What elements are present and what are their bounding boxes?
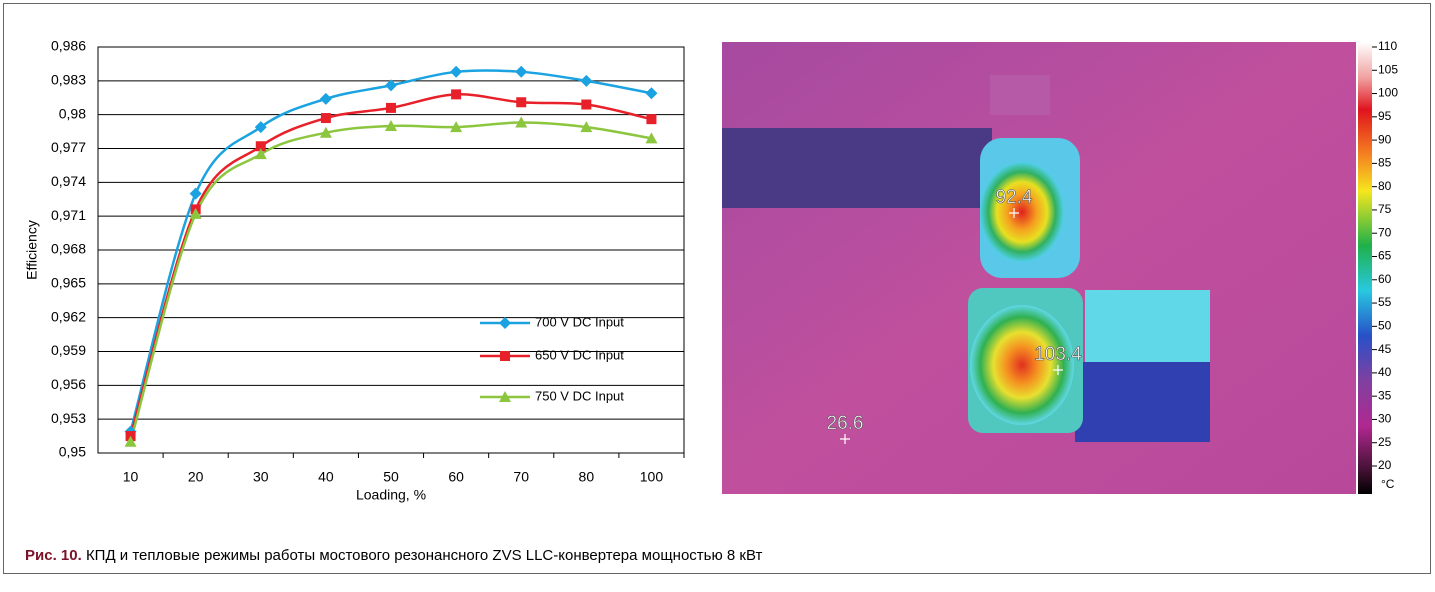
temperature-label: 26.6: [827, 413, 864, 434]
marker: [321, 113, 331, 123]
colorbar-tick-label: 75: [1378, 202, 1392, 216]
colorbar-tick-label: 110: [1378, 39, 1397, 53]
colorbar-tick-label: 20: [1378, 458, 1392, 472]
temperature-label: 92.4: [996, 187, 1033, 208]
marker: [451, 89, 461, 99]
x-axis-title: Loading, %: [356, 487, 426, 503]
marker: [581, 100, 591, 110]
marker: [320, 93, 332, 105]
caption-text: КПД и тепловые режимы работы мостового р…: [86, 547, 763, 564]
legend-label: 700 V DC Input: [535, 314, 624, 329]
colorbar-tick-label: 30: [1378, 412, 1392, 426]
thermal-region: [1075, 362, 1210, 442]
x-tick-label: 80: [579, 469, 595, 485]
colorbar-tick-label: 100: [1378, 86, 1398, 100]
legend-label: 650 V DC Input: [535, 347, 624, 362]
x-tick-label: 20: [188, 469, 204, 485]
colorbar-unit: °C: [1381, 477, 1395, 491]
colorbar-tick-label: 85: [1378, 156, 1392, 170]
marker: [500, 351, 510, 361]
legend-label: 750 V DC Input: [535, 388, 624, 403]
marker: [580, 75, 592, 87]
caption: Рис. 10. КПД и тепловые режимы работы мо…: [25, 547, 762, 564]
y-tick-label: 0,983: [51, 72, 86, 88]
marker: [190, 188, 202, 200]
colorbar-tick-label: 35: [1378, 388, 1392, 402]
thermal-region: [722, 128, 992, 208]
y-tick-label: 0,977: [51, 139, 86, 155]
colorbar-tick-label: 105: [1378, 62, 1398, 76]
marker: [386, 103, 396, 113]
y-tick-label: 0,98: [59, 105, 86, 121]
thermal-hotspot: [980, 162, 1064, 262]
colorbar-tick-label: 45: [1378, 342, 1392, 356]
colorbar-tick-label: 55: [1378, 295, 1392, 309]
colorbar-tick-label: 25: [1378, 435, 1392, 449]
colorbar-tick-label: 90: [1378, 132, 1392, 146]
x-tick-label: 50: [383, 469, 399, 485]
colorbar-tick-label: 50: [1378, 319, 1392, 333]
figure: 0,95 0,953 0,956 0,959 0,962 0,965 0,968 0,971 0…: [0, 0, 1435, 587]
colorbar-tick-label: 70: [1378, 225, 1392, 239]
x-tick-label: 60: [448, 469, 464, 485]
caption-label: Рис. 10.: [25, 547, 82, 564]
y-axis-title: Efficiency: [24, 220, 40, 280]
colorbar-tick-label: 80: [1378, 179, 1392, 193]
colorbar-tick-label: 40: [1378, 365, 1392, 379]
y-tick-label: 0,986: [51, 38, 86, 54]
thermal-image: [722, 42, 1372, 494]
y-tick-label: 0,95: [59, 444, 86, 460]
marker: [645, 87, 657, 99]
colorbar: [1358, 42, 1372, 494]
temperature-label: 103.4: [1034, 344, 1082, 365]
thermal-region: [1085, 290, 1210, 365]
x-tick-label: 10: [123, 469, 139, 485]
colorbar-tick-label: 95: [1378, 109, 1392, 123]
y-tick-label: 0,959: [51, 342, 86, 358]
x-tick-label: 100: [640, 469, 664, 485]
colorbar-tick-label: 60: [1378, 272, 1392, 286]
y-tick-label: 0,965: [51, 275, 86, 291]
thermal-region: [990, 75, 1050, 115]
y-tick-label: 0,968: [51, 241, 86, 257]
marker: [516, 97, 526, 107]
x-tick-label: 40: [318, 469, 334, 485]
y-tick-label: 0,962: [51, 308, 86, 324]
marker: [646, 114, 656, 124]
y-tick-label: 0,971: [51, 207, 86, 223]
y-tick-label: 0,974: [51, 173, 86, 189]
colorbar-tick-label: 65: [1378, 249, 1392, 263]
x-tick-label: 70: [513, 469, 529, 485]
marker: [450, 66, 462, 78]
marker: [499, 317, 511, 329]
marker: [515, 66, 527, 78]
y-tick-label: 0,956: [51, 376, 86, 392]
x-tick-label: 30: [253, 469, 269, 485]
series-line: [131, 94, 652, 436]
y-tick-label: 0,953: [51, 410, 86, 426]
